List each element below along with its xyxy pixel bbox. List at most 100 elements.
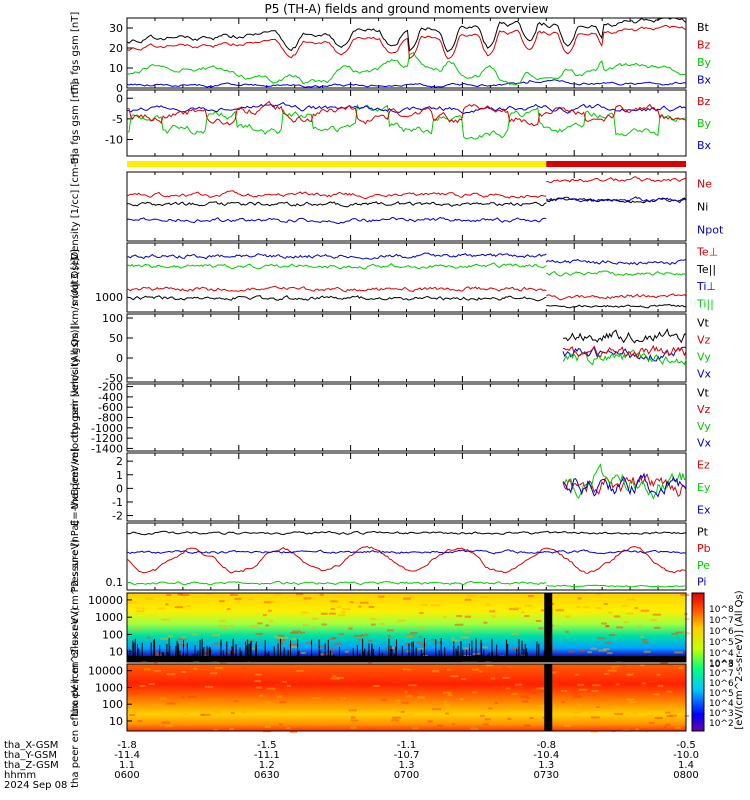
peer-spec-texture — [471, 691, 478, 694]
peer-spec-texture — [392, 716, 401, 719]
peer-vel-ytick-label: -1200 — [91, 432, 123, 445]
peer-spec-texture — [412, 727, 419, 730]
peir-spec-texture — [520, 654, 526, 657]
footer-value: 0730 — [534, 770, 559, 781]
peer-spec-texture — [165, 725, 173, 728]
peir-spec-texture — [680, 593, 690, 596]
peer-spec-texture — [572, 693, 578, 696]
peir-spec-texture — [165, 603, 169, 606]
fgs-mag-ytick-label: 20 — [109, 42, 123, 55]
peir-spec-texture — [255, 632, 263, 635]
peer-spec-texture — [494, 701, 498, 704]
peir-vel-legend: Vy — [697, 351, 711, 364]
peir-spec-texture — [406, 635, 414, 638]
peir-spec-texture — [587, 651, 592, 654]
efield-ylabel: E=-VxB [mV/m] — [70, 448, 81, 526]
peer-spec-ytick-label: 100 — [102, 698, 123, 711]
footer-value: -11.1 — [254, 750, 280, 761]
peer-spec-texture — [180, 696, 185, 699]
peer-spec-texture — [445, 712, 450, 715]
peir-spec-texture — [621, 604, 627, 607]
peer-spec-texture — [264, 725, 271, 728]
peer-spec-texture — [400, 710, 405, 713]
peir-spec-texture — [290, 645, 299, 648]
peer-spec-texture — [431, 670, 440, 673]
peir-spec-texture — [652, 613, 661, 616]
peer-spec-ytick-label: 1000 — [95, 681, 123, 694]
fgs-mag-ylabel: tha fgs gsm [nT] — [70, 12, 81, 95]
peer-spec-texture — [573, 695, 582, 698]
peir-spec-texture — [406, 650, 410, 653]
peir-spec-texture — [626, 598, 636, 601]
peer-spec-texture — [530, 692, 539, 695]
peer-spec-texture — [201, 713, 211, 716]
peer-spec-texture — [407, 684, 417, 687]
peir-spec-texture — [212, 660, 218, 663]
colorbar-tick-label: 10^4 — [709, 699, 734, 709]
efield-ytick-label: 2 — [116, 455, 123, 468]
peer-spec-texture — [210, 672, 218, 675]
peer-vel-ytick-label: -1000 — [91, 422, 123, 435]
peir-spec-texture — [583, 606, 590, 609]
peir-spec-texture — [177, 638, 186, 641]
peir-spec-texture — [349, 601, 354, 604]
peer-spec-texture — [143, 708, 148, 711]
peer-spec-texture — [154, 670, 161, 673]
peer-spec-texture — [258, 691, 266, 694]
peir-spec-texture — [416, 641, 423, 644]
peir-spec-texture — [337, 614, 346, 617]
peir-spec-texture — [312, 626, 317, 629]
efield-ytick-label: -1 — [112, 496, 123, 509]
peer-spec-texture — [501, 686, 511, 689]
peer-spec-texture — [654, 716, 663, 719]
peir-spec-texture — [303, 597, 312, 600]
peer-spec-texture — [402, 668, 407, 671]
colorbar-label: [eV/(cm^2-s-sr-eV)] (All Qs) — [734, 590, 745, 729]
series-by — [126, 103, 687, 140]
peer-spec-texture — [192, 667, 198, 670]
peir-spec-texture — [567, 650, 575, 653]
peer-spec-texture — [424, 672, 432, 675]
peer-spec-texture — [443, 701, 447, 704]
peir-spec-texture — [598, 649, 607, 652]
peir-spec-texture — [214, 642, 223, 645]
peer-spec-texture — [166, 702, 176, 705]
peir-spec-texture — [292, 630, 301, 633]
peer-spec-texture — [661, 690, 668, 693]
fgs-comp-ytick-label: -5 — [112, 113, 123, 126]
peir-spec-texture — [674, 651, 683, 654]
peer-spec-texture — [523, 724, 531, 727]
peir-spec-frame — [126, 592, 687, 663]
peer-spec-texture — [230, 711, 235, 714]
peer-spec-texture — [288, 707, 293, 710]
peer-spec-texture — [571, 686, 575, 689]
peir-spec-texture — [597, 636, 601, 639]
fgs-comp-ylabel: tha fgs gsm [nT] — [70, 82, 81, 165]
peer-spec-texture — [279, 723, 283, 726]
peer-spec-texture — [507, 718, 512, 721]
peer-spec-texture — [592, 694, 596, 697]
series-ti-perp-fast — [545, 258, 687, 266]
peer-vel-ytick-label: -600 — [98, 401, 123, 414]
peer-spec-texture — [673, 707, 681, 710]
peer-spec-texture — [427, 688, 433, 691]
peer-spec-texture — [669, 714, 677, 717]
peir-spec-texture — [146, 636, 151, 639]
colorbar-tick-label: 10^8 — [709, 605, 734, 615]
peer-spec-texture — [395, 710, 400, 713]
peer-spec-texture — [286, 727, 290, 730]
peer-spec-texture — [535, 687, 545, 690]
peir-spec-ytick-label: 10000 — [88, 594, 123, 607]
peir-spec-texture — [299, 631, 306, 634]
peer-spec-texture — [594, 719, 600, 722]
peer-spec-texture — [439, 671, 449, 674]
peir-spec-texture — [277, 634, 285, 637]
peer-spec-texture — [562, 670, 571, 673]
peir-spec-texture — [454, 623, 464, 626]
peer-vel-ytick-label: -200 — [98, 381, 123, 394]
series-pi-fast — [546, 549, 687, 555]
peir-spec-texture — [420, 644, 427, 647]
peir-spec-texture — [167, 635, 173, 638]
peir-spec-texture — [330, 600, 338, 603]
series-bx — [126, 101, 687, 115]
